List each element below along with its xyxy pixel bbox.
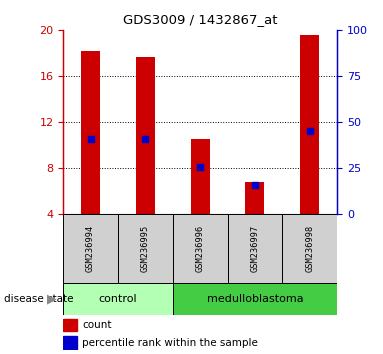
- Text: disease state: disease state: [4, 294, 73, 304]
- Text: count: count: [82, 320, 112, 330]
- Bar: [63, 336, 77, 349]
- Title: GDS3009 / 1432867_at: GDS3009 / 1432867_at: [123, 13, 277, 26]
- Text: GSM236994: GSM236994: [86, 225, 95, 272]
- Bar: [118, 214, 173, 283]
- Bar: [63, 283, 173, 315]
- Text: ▶: ▶: [47, 293, 57, 306]
- Bar: [228, 214, 282, 283]
- Bar: [81, 51, 100, 214]
- Bar: [173, 283, 337, 315]
- Text: control: control: [99, 294, 137, 304]
- Text: medulloblastoma: medulloblastoma: [206, 294, 303, 304]
- Bar: [63, 319, 77, 331]
- Bar: [173, 214, 228, 283]
- Text: GSM236996: GSM236996: [196, 225, 205, 272]
- Text: GSM236995: GSM236995: [141, 225, 150, 272]
- Bar: [245, 182, 265, 214]
- Text: GSM236998: GSM236998: [305, 225, 314, 272]
- Text: GSM236997: GSM236997: [250, 225, 259, 272]
- Bar: [63, 214, 118, 283]
- Bar: [300, 35, 319, 214]
- Bar: [136, 57, 155, 214]
- Bar: [282, 214, 337, 283]
- Text: percentile rank within the sample: percentile rank within the sample: [82, 338, 258, 348]
- Bar: [190, 139, 210, 214]
